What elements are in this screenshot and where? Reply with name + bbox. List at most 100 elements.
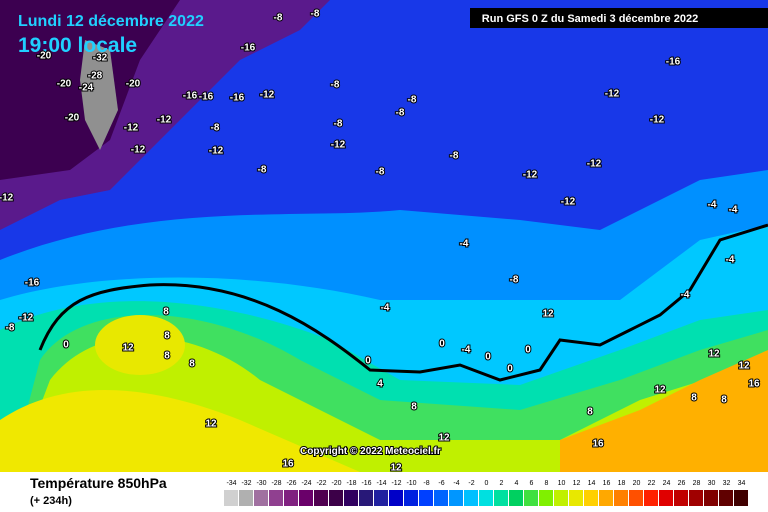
contour-label: -8 xyxy=(311,9,320,20)
legend-tick-label: -24 xyxy=(301,480,311,487)
legend-swatch xyxy=(479,490,493,506)
greenland xyxy=(80,40,118,150)
legend-swatch xyxy=(689,490,703,506)
contour-label: -16 xyxy=(199,92,214,103)
contour-label: -16 xyxy=(25,278,40,289)
contour-label: 12 xyxy=(542,309,554,320)
legend-tick-label: 14 xyxy=(588,480,596,487)
legend-swatch xyxy=(434,490,448,506)
legend-tick-label: 34 xyxy=(738,480,746,487)
legend-tick-label: 6 xyxy=(530,480,534,487)
contour-label: 0 xyxy=(365,356,371,367)
legend-swatch xyxy=(464,490,478,506)
legend-tick-label: 30 xyxy=(708,480,716,487)
legend-swatch xyxy=(554,490,568,506)
legend-tick-label: -32 xyxy=(241,480,251,487)
contour-label: -8 xyxy=(6,323,15,334)
contour-label: -16 xyxy=(241,43,256,54)
contour-label: 4 xyxy=(377,379,383,390)
legend-tick-label: 0 xyxy=(485,480,489,487)
legend-swatch xyxy=(239,490,253,506)
contour-label: -20 xyxy=(57,79,72,90)
contour-label: 12 xyxy=(738,361,750,372)
contour-label: -4 xyxy=(708,200,717,211)
legend-tick-label: -20 xyxy=(331,480,341,487)
contour-label: 12 xyxy=(708,349,720,360)
legend-tick-label: -26 xyxy=(286,480,296,487)
temp-area xyxy=(560,350,768,472)
legend-tick-label: -16 xyxy=(361,480,371,487)
contour-label: -12 xyxy=(209,146,224,157)
contour-label: 16 xyxy=(282,459,294,470)
legend-tick-label: 26 xyxy=(678,480,686,487)
contour-label: 8 xyxy=(587,407,593,418)
contour-label: -12 xyxy=(331,140,346,151)
contour-label: -12 xyxy=(260,90,275,101)
contour-label: -8 xyxy=(408,95,417,106)
contour-label: -12 xyxy=(131,145,146,156)
contour-label: 12 xyxy=(390,463,402,474)
contour-label: -4 xyxy=(381,303,390,314)
contour-label: -8 xyxy=(396,108,405,119)
legend-swatch xyxy=(569,490,583,506)
contour-label: 12 xyxy=(438,433,450,444)
legend-swatch xyxy=(524,490,538,506)
legend-tick-label: 8 xyxy=(545,480,549,487)
legend-tick-label: 22 xyxy=(648,480,656,487)
legend-tick-label: -22 xyxy=(316,480,326,487)
legend-tick-label: -8 xyxy=(423,480,429,487)
contour-label: -8 xyxy=(510,275,519,286)
contour-label: -24 xyxy=(79,83,94,94)
contour-label: -4 xyxy=(460,239,469,250)
contour-label: -28 xyxy=(88,71,103,82)
legend-swatch xyxy=(224,490,238,506)
contour-label: -12 xyxy=(650,115,665,126)
contour-label: 12 xyxy=(122,343,134,354)
legend-title: Température 850hPa xyxy=(30,475,167,491)
legend-swatch xyxy=(494,490,508,506)
time: 19:00 locale xyxy=(18,34,137,57)
legend-tick-label: 20 xyxy=(633,480,641,487)
contour-label: -12 xyxy=(587,159,602,170)
legend-swatch xyxy=(614,490,628,506)
contour-label: -20 xyxy=(126,79,141,90)
legend-tick-label: 24 xyxy=(663,480,671,487)
temp-area xyxy=(95,315,185,375)
contour-label: -12 xyxy=(523,170,538,181)
legend-swatch xyxy=(734,490,748,506)
legend-tick-label: 10 xyxy=(558,480,566,487)
contour-label: -8 xyxy=(376,167,385,178)
legend-tick-label: -12 xyxy=(391,480,401,487)
legend-tick-label: 2 xyxy=(500,480,504,487)
contour-label: -12 xyxy=(605,89,620,100)
legend-swatch xyxy=(719,490,733,506)
contour-label: 12 xyxy=(654,385,666,396)
legend-tick-label: -34 xyxy=(226,480,236,487)
legend-tick-label: 12 xyxy=(573,480,581,487)
legend-tick-label: -10 xyxy=(406,480,416,487)
legend-swatch xyxy=(509,490,523,506)
contour-label: 8 xyxy=(189,359,195,370)
legend-tick-label: -30 xyxy=(256,480,266,487)
contour-label: 8 xyxy=(691,393,697,404)
legend-swatch xyxy=(404,490,418,506)
legend-swatch xyxy=(419,490,433,506)
contour-label: 8 xyxy=(164,331,170,342)
run-box xyxy=(470,8,768,28)
legend-swatch xyxy=(284,490,298,506)
contour-label: 0 xyxy=(63,340,69,351)
legend-swatch xyxy=(374,490,388,506)
contour-label: 0 xyxy=(525,345,531,356)
legend-tick-label: 28 xyxy=(693,480,701,487)
contour-label: -12 xyxy=(19,313,34,324)
legend-swatch xyxy=(329,490,343,506)
legend-swatch xyxy=(599,490,613,506)
legend-swatch xyxy=(314,490,328,506)
legend-swatch xyxy=(299,490,313,506)
contour-label: -20 xyxy=(37,51,52,62)
legend-tick-label: 4 xyxy=(515,480,519,487)
contour-label: -8 xyxy=(331,80,340,91)
legend-swatch xyxy=(269,490,283,506)
contour-label: -8 xyxy=(450,151,459,162)
contour-label: -16 xyxy=(666,57,681,68)
